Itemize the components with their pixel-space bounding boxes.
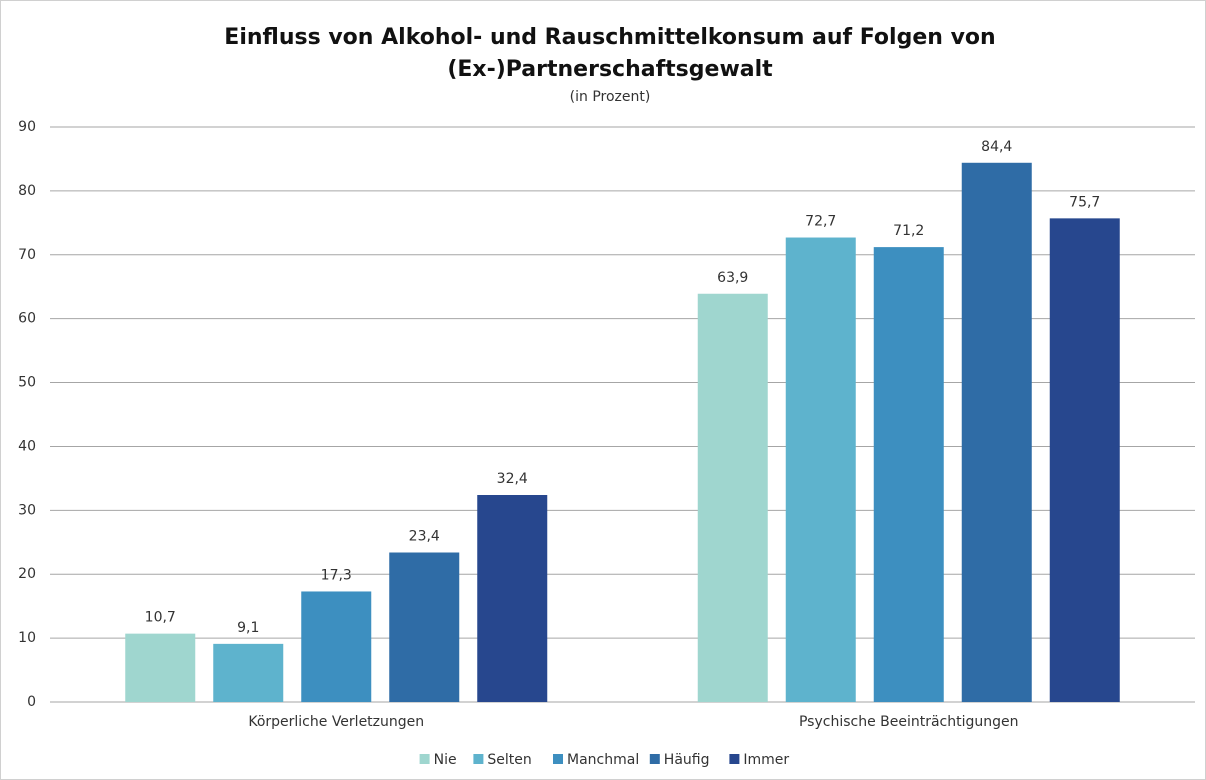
y-tick-label: 30	[18, 502, 36, 518]
legend-label: Häufig	[664, 752, 710, 768]
bar	[785, 237, 856, 702]
bar	[389, 552, 460, 702]
y-tick-label: 70	[18, 247, 36, 263]
y-tick-label: 40	[18, 438, 36, 454]
legend-label: Manchmal	[567, 752, 639, 768]
data-label: 9,1	[237, 620, 259, 636]
data-label: 63,9	[717, 270, 748, 286]
legend-swatch	[553, 754, 563, 764]
data-label: 23,4	[409, 529, 440, 545]
legend-swatch	[419, 754, 430, 764]
chart-title: (Ex-)Partnerschaftsgewalt	[447, 57, 773, 82]
bar	[477, 495, 548, 702]
bar	[301, 591, 372, 702]
x-tick-label: Körperliche Verletzungen	[248, 714, 424, 730]
legend-swatch	[649, 754, 660, 764]
y-tick-label: 50	[18, 375, 36, 391]
bar	[961, 162, 1032, 702]
data-label: 72,7	[805, 214, 836, 230]
y-tick-label: 80	[18, 183, 36, 199]
legend-label: Selten	[487, 752, 531, 768]
legend-swatch	[729, 754, 740, 764]
data-label: 10,7	[145, 610, 176, 626]
y-tick-label: 20	[18, 566, 36, 582]
data-label: 17,3	[321, 567, 352, 583]
legend-label: Immer	[743, 752, 789, 768]
chart-title: Einfluss von Alkohol- und Rauschmittelko…	[224, 25, 995, 50]
chart-subtitle: (in Prozent)	[570, 89, 651, 105]
y-tick-label: 0	[27, 694, 36, 710]
legend-label: Nie	[434, 752, 457, 768]
y-tick-label: 10	[18, 630, 36, 646]
legend-swatch	[473, 754, 484, 764]
bar	[125, 633, 196, 702]
y-tick-label: 90	[18, 119, 36, 135]
data-label: 32,4	[497, 471, 528, 487]
data-label: 71,2	[893, 223, 924, 239]
y-tick-label: 60	[18, 311, 36, 327]
x-tick-label: Psychische Beeinträchtigungen	[799, 714, 1019, 730]
bar	[213, 643, 284, 702]
data-label: 75,7	[1069, 194, 1100, 210]
bar	[1049, 218, 1120, 702]
bar	[873, 247, 944, 702]
bar	[697, 293, 768, 702]
data-label: 84,4	[981, 139, 1012, 155]
